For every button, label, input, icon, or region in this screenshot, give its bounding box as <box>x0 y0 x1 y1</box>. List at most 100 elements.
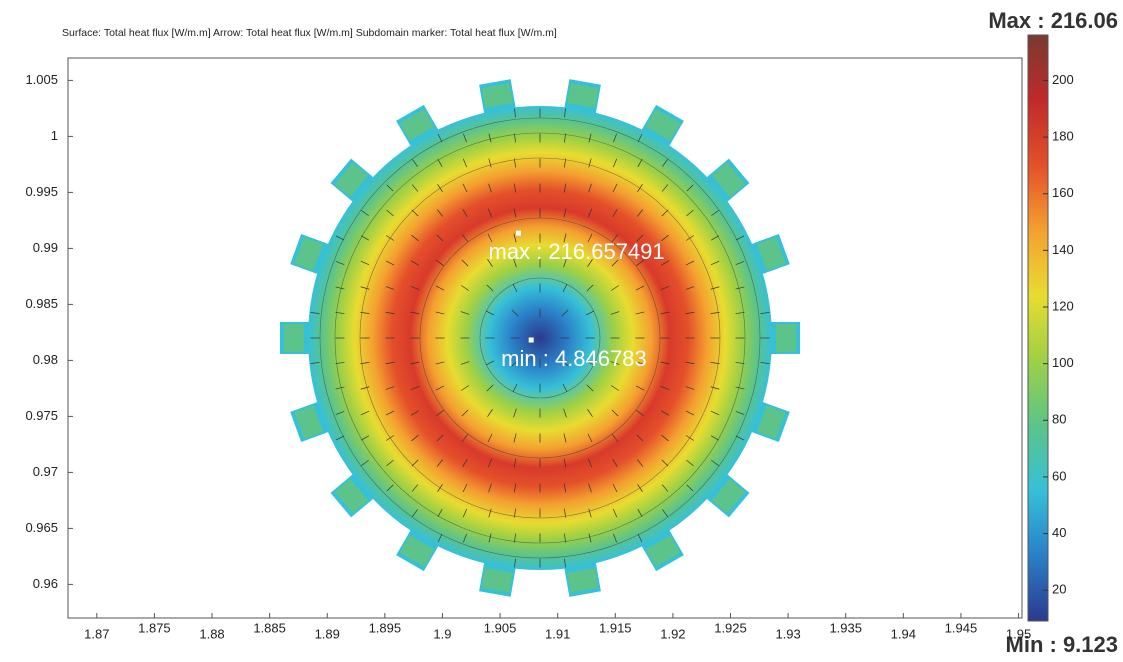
flux-arrow <box>410 260 420 266</box>
flux-arrow <box>437 484 443 492</box>
y-tick-label: 0.97 <box>33 464 58 479</box>
flux-arrow <box>335 386 345 390</box>
flux-arrow <box>488 208 492 218</box>
flux-arrow <box>636 260 644 266</box>
flux-arrow <box>513 258 517 268</box>
flux-arrow <box>686 235 694 241</box>
flux-arrow <box>386 209 394 217</box>
flux-arrow <box>361 210 369 216</box>
flux-arrow <box>685 410 695 416</box>
flux-arrow <box>588 158 592 168</box>
y-tick-label: 0.98 <box>33 352 58 367</box>
x-tick-label: 1.91 <box>545 626 570 641</box>
flux-arrow <box>411 184 419 192</box>
flux-arrow <box>588 483 592 493</box>
flux-arrow <box>685 311 695 315</box>
flux-arrow <box>562 383 568 393</box>
annotation-marker <box>516 230 521 236</box>
flux-arrow <box>514 108 516 118</box>
fin-tip <box>399 535 435 567</box>
fin-tip <box>334 478 369 514</box>
flux-arrow <box>410 311 420 315</box>
flux-arrow <box>461 409 469 417</box>
x-tick-label: 1.89 <box>315 626 340 641</box>
flux-arrow <box>513 483 517 493</box>
flux-arrow <box>661 459 669 467</box>
flux-arrow <box>461 385 469 391</box>
flux-arrow <box>635 311 645 315</box>
colorbar-label: 100 <box>1052 355 1074 370</box>
flux-arrow <box>436 260 444 266</box>
flux-arrow <box>488 458 492 468</box>
colorbar-label: 200 <box>1052 72 1074 87</box>
fin-tip <box>481 83 513 109</box>
colorbar-label: 120 <box>1052 298 1074 313</box>
flux-arrow <box>610 361 620 365</box>
flux-arrow <box>562 283 568 293</box>
fin-tip <box>645 109 681 141</box>
flux-arrow <box>588 458 592 468</box>
flux-arrow <box>613 133 617 143</box>
flux-arrow <box>735 435 745 441</box>
x-tick-label: 1.915 <box>599 620 632 635</box>
flux-arrow <box>710 312 720 314</box>
flux-arrow <box>360 286 370 290</box>
colorbar <box>1027 34 1049 622</box>
flux-arrow <box>588 133 592 143</box>
flux-arrow <box>612 434 618 442</box>
flux-arrow <box>588 533 592 543</box>
flux-arrow <box>660 311 670 315</box>
flux-arrow <box>385 386 395 390</box>
x-tick-label: 1.945 <box>945 620 978 635</box>
streamline <box>479 277 601 399</box>
flux-arrow <box>685 286 695 290</box>
flux-arrow <box>410 286 420 290</box>
flux-arrow <box>611 385 619 391</box>
flux-arrow <box>561 309 569 317</box>
flux-arrow <box>436 209 444 217</box>
x-tick-label: 1.95 <box>1006 626 1031 641</box>
fin-tip <box>711 478 746 514</box>
flux-arrow <box>360 386 370 390</box>
flux-arrow <box>385 410 395 416</box>
x-tick-label: 1.94 <box>891 626 916 641</box>
flux-arrow <box>512 283 518 293</box>
flux-arrow <box>686 435 694 441</box>
flux-arrow <box>612 158 618 168</box>
flux-arrow <box>335 435 345 441</box>
fin-tip <box>776 324 796 352</box>
flux-arrow <box>486 384 494 392</box>
flux-arrow <box>511 359 519 367</box>
y-tick-label: 1 <box>51 128 58 143</box>
flux-arrow <box>660 286 670 290</box>
y-tick-label: 0.995 <box>25 184 58 199</box>
flux-arrow <box>612 483 618 493</box>
flux-arrow <box>411 459 419 467</box>
flux-arrow <box>386 184 394 192</box>
flux-arrow <box>487 259 493 267</box>
flux-arrow <box>735 312 745 314</box>
flux-arrow <box>564 533 566 543</box>
x-tick-label: 1.895 <box>369 620 402 635</box>
colorbar-label: 60 <box>1052 468 1066 483</box>
streamline <box>419 217 661 459</box>
flux-arrow <box>385 361 395 365</box>
flux-arrow <box>710 260 720 266</box>
colorbar-label: 180 <box>1052 129 1074 144</box>
flux-arrow <box>462 458 468 468</box>
flux-arrow <box>462 434 468 442</box>
flux-arrow <box>487 433 493 443</box>
flux-arrow <box>564 133 566 143</box>
flux-arrow <box>462 158 468 168</box>
max-label: Max : 216.06 <box>988 8 1118 33</box>
y-tick-label: 0.975 <box>25 408 58 423</box>
x-tick-label: 1.88 <box>199 626 224 641</box>
flux-arrow <box>735 362 745 364</box>
flux-arrow <box>635 385 645 391</box>
flux-arrow <box>636 234 644 242</box>
flux-arrow <box>485 360 495 366</box>
fin-tip <box>334 162 369 198</box>
flux-arrow <box>586 284 594 292</box>
flux-arrow <box>563 483 567 493</box>
